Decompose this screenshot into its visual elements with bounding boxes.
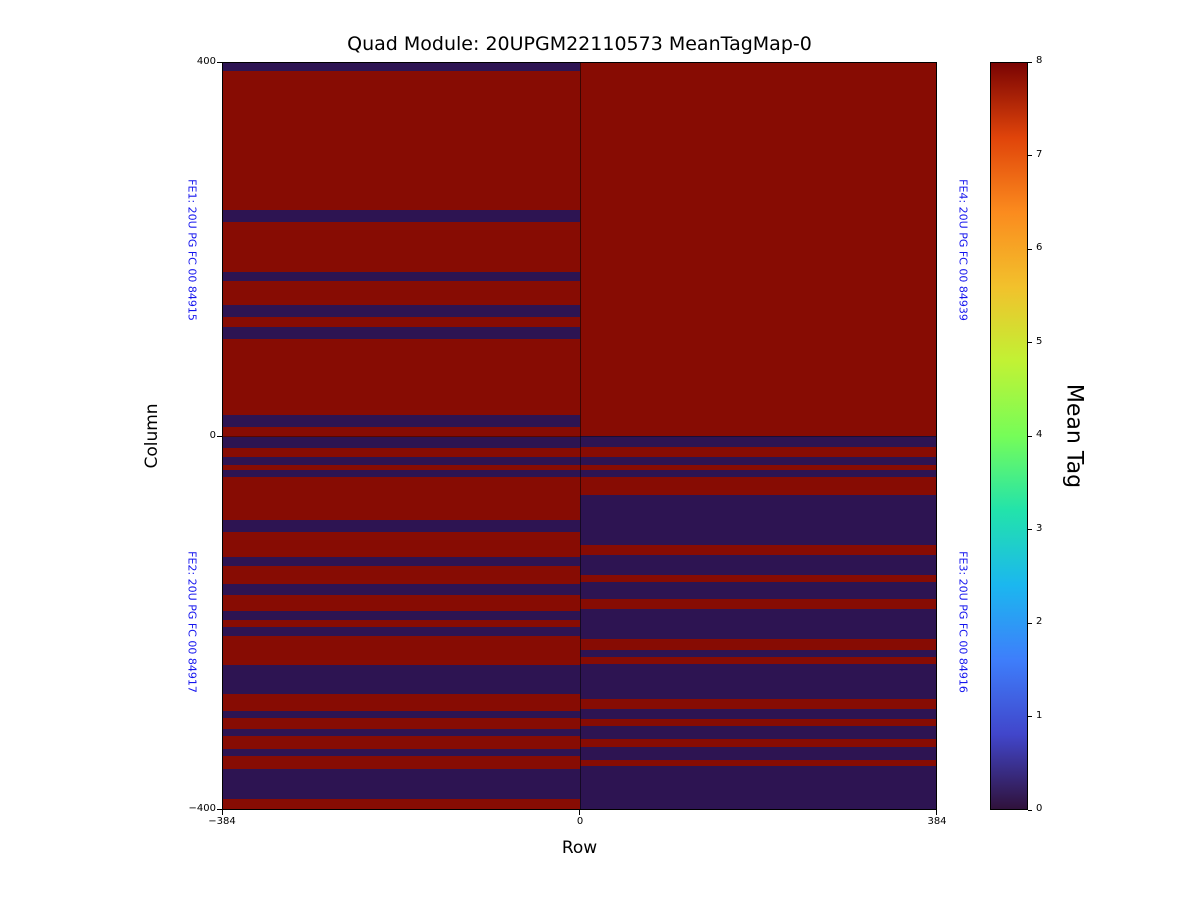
colorbar-tick-mark bbox=[1028, 342, 1032, 343]
quadrant-divider-vertical bbox=[579, 63, 581, 809]
y-tick-label: 0 bbox=[209, 430, 216, 441]
heatmap-stripe bbox=[223, 611, 580, 620]
heatmap-stripe bbox=[579, 599, 936, 610]
heatmap-stripe bbox=[223, 665, 580, 695]
y-tick-mark bbox=[217, 436, 222, 437]
fe2-label: FE2: 20U PG FC 00 84917 bbox=[185, 551, 199, 693]
fe4-label: FE4: 20U PG FC 00 84939 bbox=[956, 179, 970, 321]
colorbar-tick-mark bbox=[1028, 155, 1032, 156]
heatmap-stripe bbox=[579, 698, 936, 710]
heatmap-stripe bbox=[579, 477, 936, 495]
x-tick-mark bbox=[936, 810, 937, 815]
quadrant-fe2 bbox=[223, 436, 580, 809]
heatmap-stripe bbox=[579, 639, 936, 650]
heatmap-stripe bbox=[223, 305, 580, 317]
colorbar-tick-label: 4 bbox=[1036, 429, 1043, 440]
x-tick-label: −384 bbox=[208, 816, 236, 827]
y-tick-label: −400 bbox=[188, 803, 216, 814]
colorbar-tick-mark bbox=[1028, 248, 1032, 250]
heatmap-stripe bbox=[223, 210, 580, 222]
colorbar-tick-label: 7 bbox=[1036, 148, 1043, 160]
colorbar-tick-layer: 8 7 6 5 4 3 2 1 0 bbox=[1028, 55, 1062, 814]
heatmap-stripe bbox=[223, 469, 580, 478]
heatmap-stripe bbox=[579, 739, 936, 747]
heatmap-stripe bbox=[223, 271, 580, 282]
colorbar-tick-mark bbox=[1028, 716, 1032, 717]
colorbar-label: Mean Tag bbox=[1061, 383, 1087, 489]
colorbar-tick-label: 3 bbox=[1036, 522, 1043, 534]
heatmap-stripe bbox=[223, 768, 580, 799]
heatmap-stripe bbox=[579, 574, 936, 583]
x-axis-label: Row bbox=[561, 838, 598, 858]
quadrant-fe4 bbox=[579, 63, 936, 436]
colorbar-tick-mark bbox=[1028, 809, 1032, 811]
heatmap-stripe bbox=[579, 759, 936, 767]
x-tick-mark bbox=[222, 810, 223, 815]
heatmap-stripe bbox=[223, 326, 580, 339]
quadrant-fe1 bbox=[223, 63, 580, 436]
colorbar-tick-label: 2 bbox=[1036, 616, 1043, 627]
y-axis-label: Column bbox=[142, 403, 162, 469]
quadrant-divider-horizontal bbox=[223, 436, 936, 437]
heatmap-stripe bbox=[223, 519, 580, 533]
colorbar-gradient bbox=[990, 62, 1028, 810]
colorbar-tick-mark bbox=[1028, 61, 1032, 63]
heatmap-stripe bbox=[223, 584, 580, 595]
heatmap-stripe bbox=[223, 749, 580, 756]
y-tick-label: 400 bbox=[196, 56, 216, 67]
x-tick-label: 384 bbox=[927, 816, 947, 827]
x-tick-label: 0 bbox=[576, 816, 584, 827]
y-tick-mark bbox=[217, 809, 222, 810]
heatmap-stripe bbox=[223, 456, 580, 465]
colorbar-tick-mark bbox=[1028, 622, 1032, 624]
quadrant-fe3 bbox=[579, 436, 936, 809]
colorbar-tick-label: 6 bbox=[1036, 242, 1043, 253]
colorbar-tick-label: 5 bbox=[1036, 335, 1043, 347]
colorbar-tick-label: 8 bbox=[1036, 55, 1043, 66]
heatmap-stripe bbox=[579, 545, 936, 556]
fe1-label: FE1: 20U PG FC 00 84915 bbox=[185, 179, 199, 321]
heatmap-stripe bbox=[579, 657, 936, 665]
colorbar-tick-label: 1 bbox=[1036, 709, 1043, 721]
fe3-label: FE3: 20U PG FC 00 84916 bbox=[956, 551, 970, 693]
heatmap-stripe bbox=[223, 63, 580, 72]
chart-title: Quad Module: 20UPGM22110573 MeanTagMap-0 bbox=[347, 33, 812, 55]
heatmap-stripe bbox=[579, 719, 936, 726]
colorbar-tick-mark bbox=[1028, 529, 1032, 530]
heatmap-stripe bbox=[223, 711, 580, 718]
colorbar-tick-mark bbox=[1028, 435, 1032, 437]
y-tick-mark bbox=[217, 62, 222, 63]
heatmap-stripe bbox=[223, 414, 580, 427]
heatmap-stripe bbox=[223, 436, 580, 449]
heatmap-stripe bbox=[223, 627, 580, 636]
heatmap-plot bbox=[222, 62, 937, 810]
colorbar-tick-label: 0 bbox=[1036, 803, 1043, 814]
heatmap-stripe bbox=[579, 447, 936, 457]
heatmap-stripe bbox=[223, 728, 580, 737]
x-tick-mark bbox=[579, 810, 580, 815]
heatmap-stripe bbox=[579, 464, 936, 470]
heatmap-stripe bbox=[223, 557, 580, 566]
